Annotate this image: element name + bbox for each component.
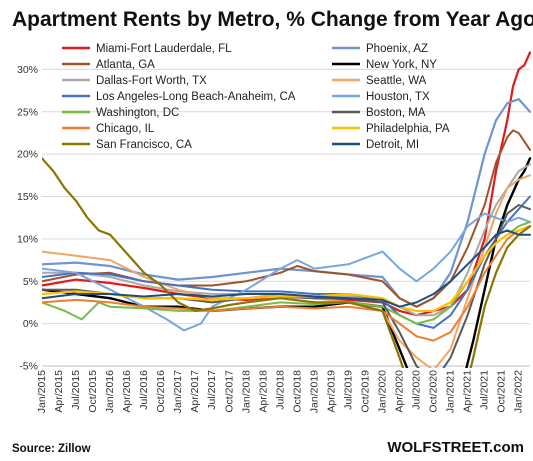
source-label: Source: Zillow [12,443,91,455]
legend-entry: Miami-Fort Lauderdale, FL [96,43,232,55]
x-tick-label: Jul/2018 [274,370,286,410]
series-lines [42,51,532,368]
x-tick-label: Oct/2019 [359,370,371,413]
series-line [42,98,532,308]
legend-entry: Dallas-Fort Worth, TX [96,75,207,87]
x-tick-label: Apr/2019 [325,370,337,413]
legend-entry: New York, NY [366,59,437,71]
brand-label: WOLFSTREET.com [387,439,524,456]
series-line [42,212,531,332]
x-tick-label: Apr/2016 [121,370,133,413]
x-tick-label: Oct/2017 [223,370,235,413]
legend-entry: Phoenix, AZ [366,43,428,55]
x-tick-label: Oct/2018 [291,370,303,413]
y-tick-label: 20% [17,149,38,161]
x-tick-label: Jul/2017 [206,370,218,410]
y-tick-label: 15% [17,191,38,203]
x-tick-label: Jan/2021 [445,370,457,413]
series-line [42,225,532,312]
legend-entry: San Francisco, CA [96,139,192,151]
x-tick-label: Apr/2021 [462,370,474,413]
x-tick-label: Jan/2019 [308,370,320,413]
legend-entry: Boston, MA [366,107,426,119]
x-tick-label: Jan/2015 [36,370,48,413]
x-tick-label: Jan/2022 [513,370,525,413]
x-tick-label: Oct/2021 [496,370,508,413]
x-tick-label: Jul/2019 [342,370,354,410]
x-tick-label: Jul/2015 [70,370,82,410]
x-tick-label: Apr/2018 [257,370,269,413]
legend-entry: Seattle, WA [366,75,427,87]
y-tick-label: -5% [19,361,38,373]
x-tick-label: Jul/2020 [411,370,423,410]
legend-entry: Los Angeles-Long Beach-Anaheim, CA [96,91,296,103]
legend-entry: Houston, TX [366,91,430,103]
series-line [42,229,531,308]
y-tick-label: 25% [17,106,38,118]
legend-entry: Washington, DC [96,107,179,119]
series-line [42,157,532,368]
legend-entry: Chicago, IL [96,123,155,135]
x-tick-label: Jan/2018 [240,370,252,413]
x-tick-label: Jan/2020 [376,370,388,413]
y-tick-label: 10% [17,233,38,245]
series-line [42,157,532,368]
legend-entry: Philadelphia, PA [366,123,450,135]
x-tick-label: Jan/2017 [172,370,184,413]
x-tick-label: Oct/2016 [155,370,167,413]
x-tick-labels: Jan/2015 Apr/2015 Jul/2015 Oct/2015 Jan/2016… [36,370,525,413]
x-tick-label: Oct/2020 [428,370,440,413]
x-tick-label: Apr/2017 [189,370,201,413]
legend-entry: Atlanta, GA [96,59,155,71]
x-tick-label: Jan/2016 [104,370,116,413]
y-tick-labels: -5% 0% 5% 10% 15% 20% 25% 30% [17,64,38,373]
x-tick-label: Jul/2016 [138,370,150,410]
x-tick-label: Jul/2021 [479,370,491,410]
legend: Miami-Fort Lauderdale, FL Phoenix, AZ Atla… [62,43,450,151]
y-tick-label: 0% [23,318,38,330]
x-tick-label: Apr/2020 [393,370,405,413]
y-tick-label: 30% [17,64,38,76]
legend-entry: Detroit, MI [366,139,419,151]
x-tick-label: Apr/2015 [53,370,65,413]
y-tick-label: 5% [23,276,38,288]
x-tick-label: Oct/2015 [87,370,99,413]
chart-title: Apartment Rents by Metro, % Change from … [12,8,533,31]
